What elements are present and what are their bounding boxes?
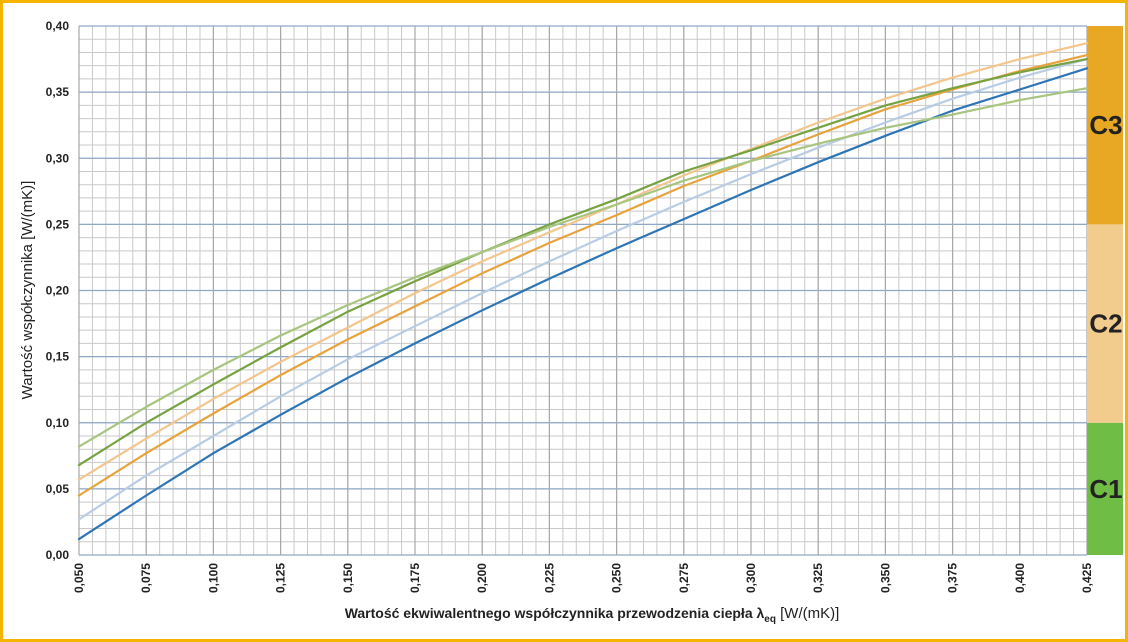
y-tick-label: 0,15 xyxy=(46,350,70,364)
y-tick-label: 0,20 xyxy=(46,284,70,298)
x-tick-label: 0,275 xyxy=(677,563,691,593)
series-orange xyxy=(77,53,1089,497)
zone-c1 xyxy=(1087,422,1123,555)
x-tick-label: 0,125 xyxy=(274,563,288,593)
x-tick-label: 0,175 xyxy=(408,563,422,593)
x-tick-label: 0,225 xyxy=(542,563,556,593)
x-axis-title: Wartość ekwiwalentnego współczynnika prz… xyxy=(345,605,840,625)
y-axis-title: Wartość współczynnika [W/(mK)] xyxy=(19,181,36,400)
series-lines xyxy=(77,42,1089,541)
y-tick-labels: 0,00 0,05 0,10 0,15 0,20 0,25 0,30 0,35 0,40 xyxy=(46,19,70,562)
y-tick-label: 0,00 xyxy=(46,548,70,562)
y-tick-label: 0,25 xyxy=(46,217,70,231)
series-light-blue xyxy=(77,57,1089,521)
x-axis-title-main: Wartość ekwiwalentnego współczynnika prz… xyxy=(345,605,765,621)
y-tick-label: 0,10 xyxy=(46,416,70,430)
zone-c2 xyxy=(1087,224,1123,423)
x-tick-label: 0,300 xyxy=(744,563,758,593)
x-axis-title-unit: [W/(mK)] xyxy=(776,605,839,622)
x-tick-label: 0,250 xyxy=(610,563,624,593)
x-tick-labels: 0,050 0,075 0,100 0,125 0,150 0,175 0,200 0,225… xyxy=(72,563,1094,593)
zone-c3 xyxy=(1087,26,1123,225)
x-axis-title-subscript: eq xyxy=(764,614,776,625)
x-tick-label: 0,200 xyxy=(475,563,489,593)
y-tick-label: 0,35 xyxy=(46,85,70,99)
zone-label-c2: C2 xyxy=(1089,309,1122,339)
y-tick-label: 0,30 xyxy=(46,151,70,165)
y-tick-label: 0,40 xyxy=(46,19,70,33)
series-blue xyxy=(77,67,1089,541)
y-tick-label: 0,05 xyxy=(46,482,70,496)
class-zones: C1 C2 C3 xyxy=(1087,26,1123,555)
x-tick-label: 0,425 xyxy=(1080,563,1094,593)
zone-label-c1: C1 xyxy=(1089,474,1122,504)
series-light-orange xyxy=(77,42,1089,481)
x-tick-label: 0,325 xyxy=(811,563,825,593)
zone-label-c3: C3 xyxy=(1089,110,1122,140)
x-tick-label: 0,150 xyxy=(341,563,355,593)
series-green xyxy=(77,57,1089,467)
x-tick-label: 0,400 xyxy=(1013,563,1027,593)
x-tick-label: 0,050 xyxy=(72,563,86,593)
x-tick-label: 0,350 xyxy=(878,563,892,593)
x-tick-label: 0,100 xyxy=(206,563,220,593)
x-tick-label: 0,375 xyxy=(946,563,960,593)
x-tick-label: 0,075 xyxy=(139,563,153,593)
series-light-green xyxy=(77,87,1089,448)
